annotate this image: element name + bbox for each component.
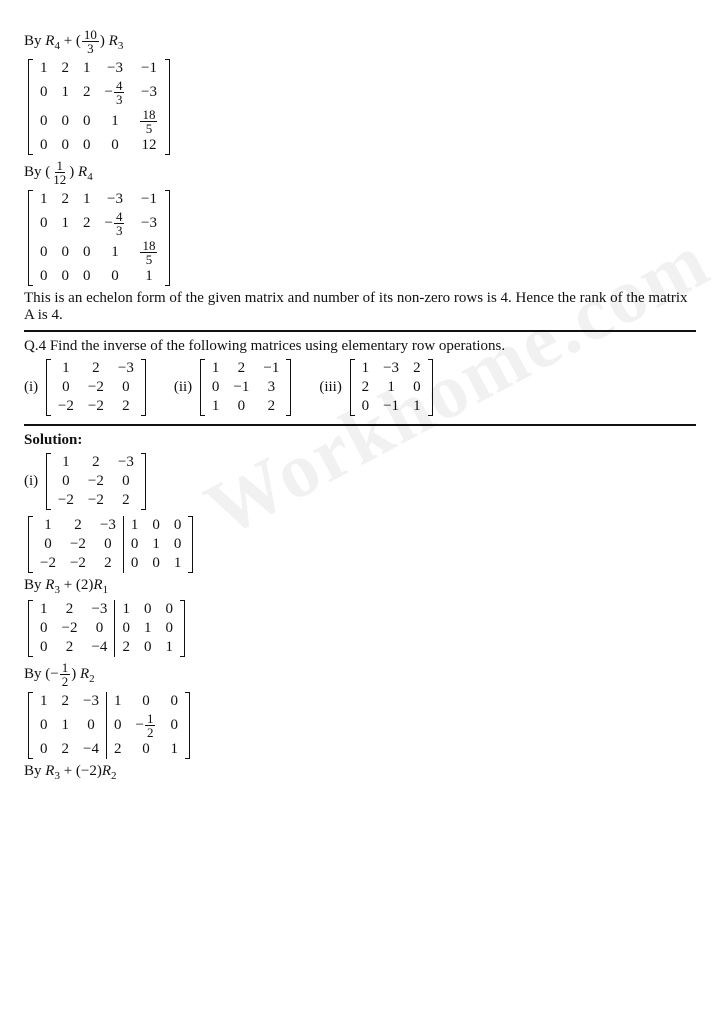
matrix-step1: 121−3−1 012−43−3 0001185 000012: [28, 59, 170, 155]
divider-1: [24, 330, 696, 332]
sol-op-2: By (−12) R2: [24, 661, 696, 688]
q4-text: Q.4 Find the inverse of the following ma…: [24, 338, 696, 355]
row-op-1: By R4 + (103) R3: [24, 28, 696, 55]
echelon-note: This is an echelon form of the given mat…: [24, 290, 696, 324]
aug-matrix-2: 12−3100 0100−120 02−4201: [28, 692, 190, 759]
solution-label: Solution:: [24, 432, 696, 449]
by-label: By: [24, 164, 45, 180]
aug-matrix-0: 12−3100 0−20010 −2−22001: [28, 516, 193, 573]
matrix-step2: 121−3−1 012−43−3 0001185 00001: [28, 190, 170, 286]
sol-i: (i) 12−3 0−20 −2−22: [24, 451, 696, 512]
aug-matrix-1: 12−3100 0−20010 02−4201: [28, 600, 185, 657]
q4-items-row: (i) 12−3 0−20 −2−22 (ii) 12−1 0−13 102 (…: [24, 357, 696, 418]
sol-op-1: By R3 + (2)R1: [24, 577, 696, 596]
q4-item-i: (i) 12−3 0−20 −2−22: [24, 357, 150, 418]
by-label: By: [24, 33, 45, 49]
q4-item-ii: (ii) 12−1 0−13 102: [174, 357, 296, 418]
q4-i-num: (i): [24, 379, 38, 395]
q4-item-iii: (iii) 1−32 210 0−11: [319, 357, 436, 418]
q4-ii-num: (ii): [174, 379, 192, 395]
q4-iii-num: (iii): [319, 379, 342, 395]
sol-i-num: (i): [24, 473, 38, 489]
row-op-2: By (112) R4: [24, 159, 696, 186]
divider-2: [24, 424, 696, 426]
sol-op-3: By R3 + (−2)R2: [24, 763, 696, 782]
